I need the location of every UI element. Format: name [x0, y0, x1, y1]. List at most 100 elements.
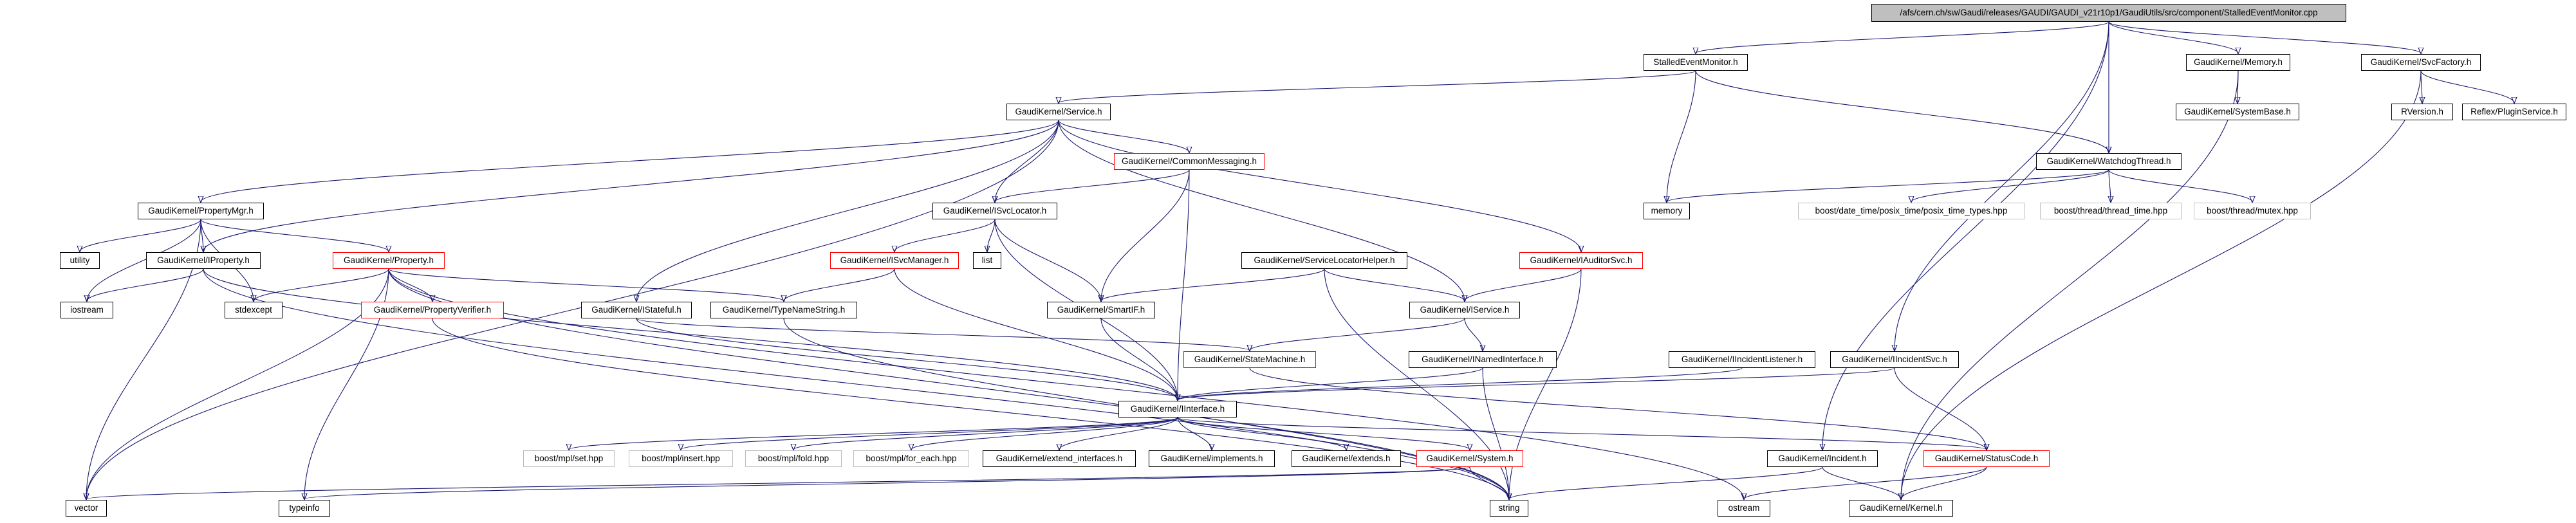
graph-edge-isvclocator-list	[987, 219, 996, 252]
graph-edge-system-vector	[86, 466, 1470, 499]
graph-node-mplinsert: boost/mpl/insert.hpp	[629, 450, 733, 467]
graph-node-watchdog[interactable]: GaudiKernel/WatchdogThread.h	[2036, 153, 2182, 170]
graph-node-system[interactable]: GaudiKernel/System.h	[1416, 450, 1523, 467]
graph-node-memory: memory	[1644, 203, 1690, 219]
graph-node-svcfactory[interactable]: GaudiKernel/SvcFactory.h	[2361, 54, 2481, 71]
graph-edge-svcfactory-reflex	[2420, 70, 2514, 103]
graph-node-systembase[interactable]: GaudiKernel/SystemBase.h	[2176, 104, 2299, 120]
graph-edge-iinterface-statuscode	[1177, 417, 1987, 450]
graph-edge-service-iauditorsvc	[1058, 120, 1581, 252]
graph-edge-property-stdexcept	[254, 268, 389, 301]
graph-edge-iinterface-system	[1177, 417, 1470, 450]
graph-edge-commonmsg-isvclocator	[995, 169, 1190, 202]
graph-edge-iincidentsvc-iinterface	[1178, 367, 1895, 400]
graph-node-property[interactable]: GaudiKernel/Property.h	[333, 252, 445, 269]
graph-edge-slhelper-iservice	[1324, 268, 1465, 301]
graph-edge-statuscode-ostream	[1744, 466, 1987, 499]
graph-node-extends[interactable]: GaudiKernel/extends.h	[1292, 450, 1401, 467]
graph-edge-statuscode-kernel	[1901, 466, 1987, 499]
graph-edge-service-vector	[86, 120, 1059, 499]
graph-node-iservice[interactable]: GaudiKernel/IService.h	[1409, 302, 1520, 318]
graph-node-cpp: /afs/cern.ch/sw/Gaudi/releases/GAUDI/GAU…	[1871, 4, 2346, 22]
graph-node-boostmutex: boost/thread/mutex.hpp	[2194, 203, 2311, 219]
graph-edge-sem_h-memory	[1667, 70, 1696, 202]
graph-node-iinterface[interactable]: GaudiKernel/IInterface.h	[1118, 401, 1237, 417]
graph-node-ostream: ostream	[1718, 500, 1770, 517]
graph-edge-iinterface-mplforeach	[911, 417, 1178, 450]
graph-edge-slhelper-smartif	[1101, 268, 1325, 301]
graph-node-memory_h[interactable]: GaudiKernel/Memory.h	[2186, 54, 2290, 71]
graph-edge-iinterface-extendif	[1059, 417, 1178, 450]
graph-edge-isvcmanager-iinterface	[894, 268, 1178, 400]
graph-node-sem_h[interactable]: StalledEventMonitor.h	[1644, 54, 1748, 71]
graph-edge-cpp-iincidentsvc	[1895, 21, 2109, 351]
graph-edge-iinterface-mplset	[569, 417, 1178, 450]
graph-edge-service-propertymgr	[201, 120, 1059, 202]
graph-node-istateful[interactable]: GaudiKernel/IStateful.h	[581, 302, 692, 318]
graph-node-iauditorsvc[interactable]: GaudiKernel/IAuditorSvc.h	[1519, 252, 1643, 269]
graph-node-smartif[interactable]: GaudiKernel/SmartIF.h	[1047, 302, 1155, 318]
graph-node-statemachine[interactable]: GaudiKernel/StateMachine.h	[1183, 351, 1316, 368]
graph-edge-iservice-statemachine	[1250, 318, 1465, 351]
graph-node-reflex: Reflex/PluginService.h	[2462, 104, 2566, 120]
graph-node-typenamestring[interactable]: GaudiKernel/TypeNameString.h	[710, 302, 857, 318]
graph-edge-sem_h-service	[1059, 70, 1696, 103]
graph-edge-property-typenamestring	[388, 268, 784, 301]
graph-edge-property-propverifier	[388, 268, 432, 301]
graph-edge-iinterface-implements	[1177, 417, 1212, 450]
graph-node-string: string	[1490, 500, 1528, 517]
graph-node-isvcmanager[interactable]: GaudiKernel/ISvcManager.h	[830, 252, 959, 269]
graph-node-mplfold: boost/mpl/fold.hpp	[745, 450, 842, 467]
graph-node-statuscode[interactable]: GaudiKernel/StatusCode.h	[1923, 450, 2050, 467]
graph-node-inamedinterface[interactable]: GaudiKernel/INamedInterface.h	[1409, 351, 1557, 368]
graph-edge-isvclocator-smartif	[994, 219, 1101, 301]
graph-edge-iauditorsvc-iservice	[1465, 268, 1582, 301]
graph-edge-iproperty-iostream	[87, 268, 204, 301]
graph-edge-incident-kernel	[1822, 466, 1901, 499]
graph-edge-cpp-svcfactory	[2108, 21, 2421, 53]
graph-node-mplforeach: boost/mpl/for_each.hpp	[853, 450, 969, 467]
graph-node-boosttime: boost/thread/thread_time.hpp	[2040, 203, 2182, 219]
graph-edge-watchdog-boostmutex	[2108, 169, 2252, 202]
graph-node-iincidentsvc[interactable]: GaudiKernel/IIncidentSvc.h	[1830, 351, 1959, 368]
graph-edge-cpp-sem_h	[1696, 21, 2109, 53]
graph-edge-smartif-iinterface	[1100, 318, 1178, 400]
graph-node-slhelper[interactable]: GaudiKernel/ServiceLocatorHelper.h	[1241, 252, 1407, 269]
graph-node-commonmsg[interactable]: GaudiKernel/CommonMessaging.h	[1114, 153, 1265, 170]
graph-node-iostream: iostream	[60, 302, 113, 318]
graph-edge-watchdog-boostdate	[1911, 169, 2109, 202]
graph-edge-incident-string	[1509, 466, 1823, 499]
graph-node-kernel[interactable]: GaudiKernel/Kernel.h	[1849, 500, 1953, 517]
graph-edge-inamedinterface-iinterface	[1178, 367, 1483, 400]
graph-edge-isvclocator-isvcmanager	[894, 219, 996, 252]
graph-node-implements[interactable]: GaudiKernel/implements.h	[1149, 450, 1275, 467]
graph-node-list: list	[973, 252, 1001, 269]
graph-edge-watchdog-memory	[1667, 169, 2109, 202]
graph-edge-iproperty-iinterface	[203, 268, 1178, 400]
graph-node-propverifier[interactable]: GaudiKernel/PropertyVerifier.h	[361, 302, 504, 318]
graph-edge-commonmsg-iinterface	[1178, 169, 1190, 400]
graph-edge-iservice-inamedinterface	[1464, 318, 1483, 351]
graph-edge-iinterface-mplfold	[793, 417, 1178, 450]
graph-node-stdexcept: stdexcept	[225, 302, 283, 318]
graph-node-iincidentlistener[interactable]: GaudiKernel/IIncidentListener.h	[1669, 351, 1815, 368]
graph-edge-propertymgr-iostream	[87, 219, 201, 301]
graph-node-rversion: RVersion.h	[2391, 104, 2453, 120]
graph-edge-watchdog-boosttime	[2109, 169, 2111, 202]
graph-edge-memory_h-kernel	[1901, 70, 2239, 499]
graph-node-isvclocator[interactable]: GaudiKernel/ISvcLocator.h	[932, 203, 1057, 219]
graph-edge-istateful-statemachine	[636, 318, 1250, 351]
graph-edge-statemachine-statuscode	[1249, 367, 1987, 450]
graph-edge-svcfactory-kernel	[1901, 70, 2422, 499]
graph-node-boostdate: boost/date_time/posix_time/posix_time_ty…	[1798, 203, 2025, 219]
graph-node-service[interactable]: GaudiKernel/Service.h	[1006, 104, 1111, 120]
graph-edge-isvcmanager-typenamestring	[784, 268, 895, 301]
graph-node-extendif[interactable]: GaudiKernel/extend_interfaces.h	[983, 450, 1136, 467]
graph-node-mplset: boost/mpl/set.hpp	[523, 450, 615, 467]
graph-edge-iincidentsvc-statuscode	[1894, 367, 1987, 450]
graph-node-typeinfo: typeinfo	[279, 500, 330, 517]
graph-node-iproperty[interactable]: GaudiKernel/IProperty.h	[146, 252, 261, 269]
graph-node-propertymgr[interactable]: GaudiKernel/PropertyMgr.h	[138, 203, 264, 219]
graph-node-incident[interactable]: GaudiKernel/Incident.h	[1767, 450, 1878, 467]
